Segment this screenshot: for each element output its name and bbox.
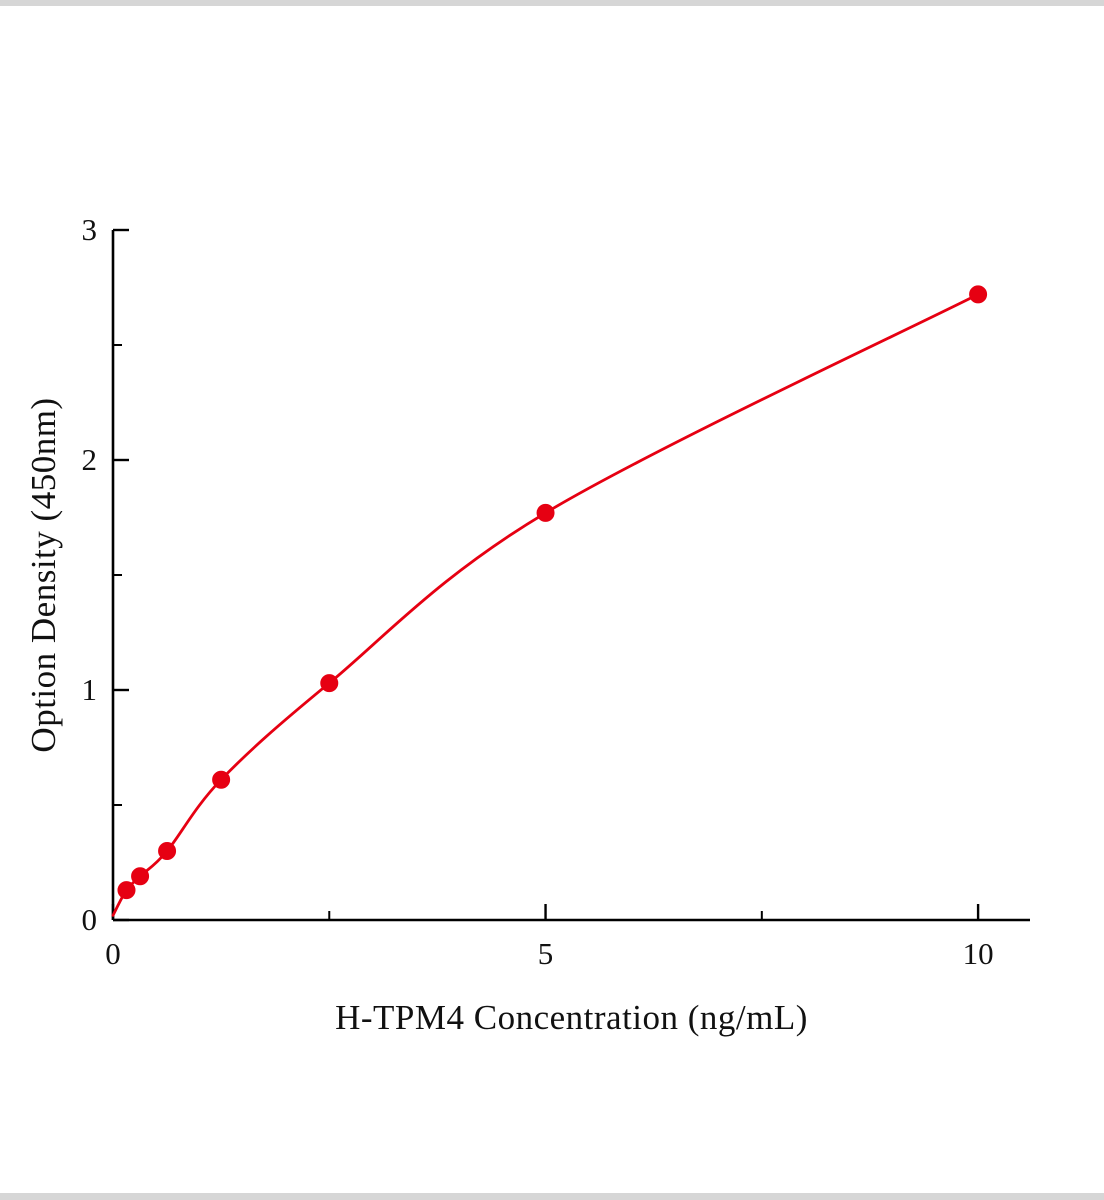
x-tick-label: 0 (105, 936, 121, 971)
y-tick-label: 3 (82, 212, 98, 247)
data-point (212, 770, 231, 789)
data-point (117, 881, 136, 900)
data-point (131, 867, 150, 886)
y-tick-label: 1 (82, 672, 98, 707)
top-edge-strip (0, 0, 1104, 6)
data-point (320, 674, 339, 693)
data-point (536, 503, 555, 522)
fit-curve (111, 293, 980, 917)
x-tick-label: 5 (538, 936, 554, 971)
y-tick-label: 2 (82, 442, 98, 477)
x-tick-label: 10 (963, 936, 994, 971)
data-point (158, 842, 177, 860)
y-tick-label: 0 (82, 902, 98, 937)
bottom-edge-strip (0, 1193, 1104, 1200)
x-axis-label: H-TPM4 Concentration (ng/mL) (335, 998, 808, 1037)
data-point (969, 285, 988, 304)
y-axis-label: Option Density (450nm) (24, 397, 63, 753)
